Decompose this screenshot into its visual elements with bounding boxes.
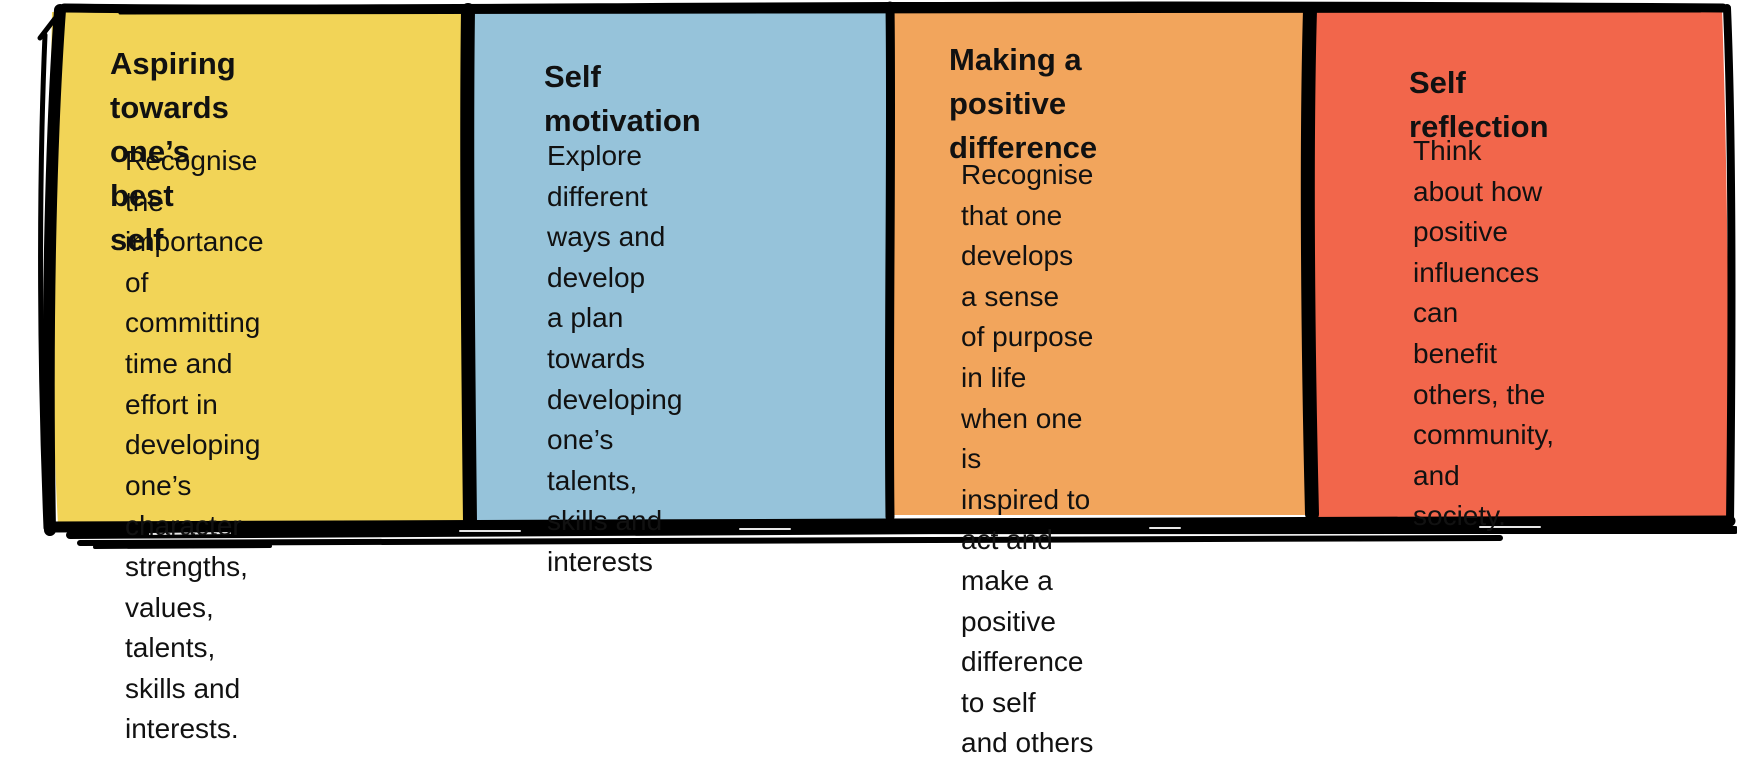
- panel-body: Think about how positive influences can …: [1413, 135, 1555, 532]
- four-panel-board: Aspiring towards one’s best self Recogni…: [37, 1, 1737, 758]
- panel-fill-aspiring: [50, 12, 466, 525]
- panel-title: Making a positive difference: [949, 42, 1098, 165]
- panel-body: Recognise the importance of committing t…: [125, 145, 264, 745]
- panel-body: Explore different ways and develop a pla…: [547, 140, 683, 577]
- board-background: [37, 1, 1737, 549]
- panel-fill-motivation: [470, 12, 888, 522]
- panel-fill-difference: [892, 10, 1310, 515]
- sketch-border: [37, 1, 1737, 549]
- panel-fill-reflection: [1312, 8, 1729, 520]
- panel-body: Recognise that one develops a sense of p…: [961, 159, 1094, 759]
- panel-title: Self reflection: [1409, 65, 1549, 144]
- panel-title: Self motivation: [544, 59, 701, 138]
- panel-title: Aspiring towards one’s best self: [110, 46, 236, 257]
- border-scratches: [149, 526, 1541, 535]
